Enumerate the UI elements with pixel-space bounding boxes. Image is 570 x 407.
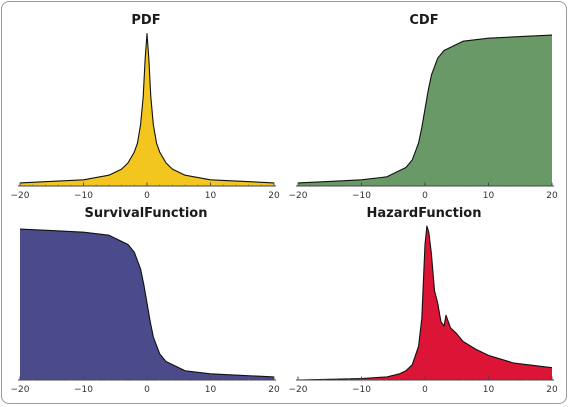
x-tick-label: −20 bbox=[289, 191, 308, 201]
x-tick-label: 10 bbox=[205, 385, 217, 395]
curve-survival-function bbox=[19, 228, 275, 378]
curve-hazard-function bbox=[297, 225, 553, 381]
x-tick-label: −20 bbox=[11, 385, 30, 395]
x-tick-label: 0 bbox=[422, 191, 428, 201]
x-tick-label: 20 bbox=[268, 385, 280, 395]
x-tick-label: 10 bbox=[483, 191, 495, 201]
panel-hazard-function: HazardFunction −20 −10 0 10 20 bbox=[289, 206, 558, 395]
area-pdf bbox=[20, 33, 274, 186]
panel-title-cdf: CDF bbox=[409, 13, 438, 28]
x-tick-label: 0 bbox=[144, 191, 150, 201]
curve-pdf bbox=[19, 32, 275, 184]
x-tick-label: −10 bbox=[74, 385, 93, 395]
panel-pdf: PDF −20 −10 0 10 20 bbox=[11, 13, 280, 201]
panel-survival-function: SurvivalFunction −20 −10 0 10 20 bbox=[11, 206, 280, 395]
x-tick-label: 0 bbox=[144, 385, 150, 395]
panel-title-pdf: PDF bbox=[131, 13, 160, 28]
x-tick-label: −10 bbox=[74, 191, 93, 201]
panel-title-survival-function: SurvivalFunction bbox=[85, 206, 208, 221]
curve-cdf bbox=[297, 34, 553, 184]
x-tick-label: −10 bbox=[352, 191, 371, 201]
x-tick-label: 10 bbox=[205, 191, 217, 201]
x-tick-label: 20 bbox=[546, 191, 558, 201]
x-tick-label: −10 bbox=[352, 385, 371, 395]
panel-title-hazard-function: HazardFunction bbox=[366, 206, 481, 221]
x-tick-label: 20 bbox=[268, 191, 280, 201]
x-tick-label: −20 bbox=[11, 191, 30, 201]
area-hazard-function bbox=[298, 226, 552, 380]
x-tick-label: 0 bbox=[422, 385, 428, 395]
panel-cdf: CDF −20 −10 0 10 20 bbox=[289, 13, 558, 201]
x-tick-label: −20 bbox=[289, 385, 308, 395]
x-tick-label: 20 bbox=[546, 385, 558, 395]
x-tick-label: 10 bbox=[483, 385, 495, 395]
